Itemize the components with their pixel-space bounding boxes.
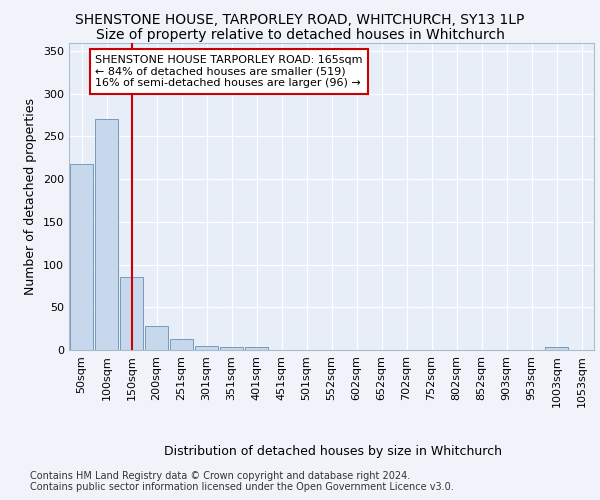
Text: Size of property relative to detached houses in Whitchurch: Size of property relative to detached ho…: [95, 28, 505, 42]
Bar: [119, 278, 143, 350]
Bar: [245, 346, 268, 350]
Text: SHENSTONE HOUSE, TARPORLEY ROAD, WHITCHURCH, SY13 1LP: SHENSTONE HOUSE, TARPORLEY ROAD, WHITCHU…: [76, 12, 524, 26]
Y-axis label: Number of detached properties: Number of detached properties: [25, 98, 37, 294]
Bar: [220, 346, 244, 350]
Text: Distribution of detached houses by size in Whitchurch: Distribution of detached houses by size …: [164, 444, 502, 458]
Bar: [170, 339, 193, 350]
Text: Contains HM Land Registry data © Crown copyright and database right 2024.
Contai: Contains HM Land Registry data © Crown c…: [30, 471, 454, 492]
Bar: [70, 164, 94, 350]
Bar: [145, 326, 169, 350]
Text: SHENSTONE HOUSE TARPORLEY ROAD: 165sqm
← 84% of detached houses are smaller (519: SHENSTONE HOUSE TARPORLEY ROAD: 165sqm ←…: [95, 55, 363, 88]
Bar: [545, 348, 568, 350]
Bar: [95, 120, 118, 350]
Bar: [194, 346, 218, 350]
